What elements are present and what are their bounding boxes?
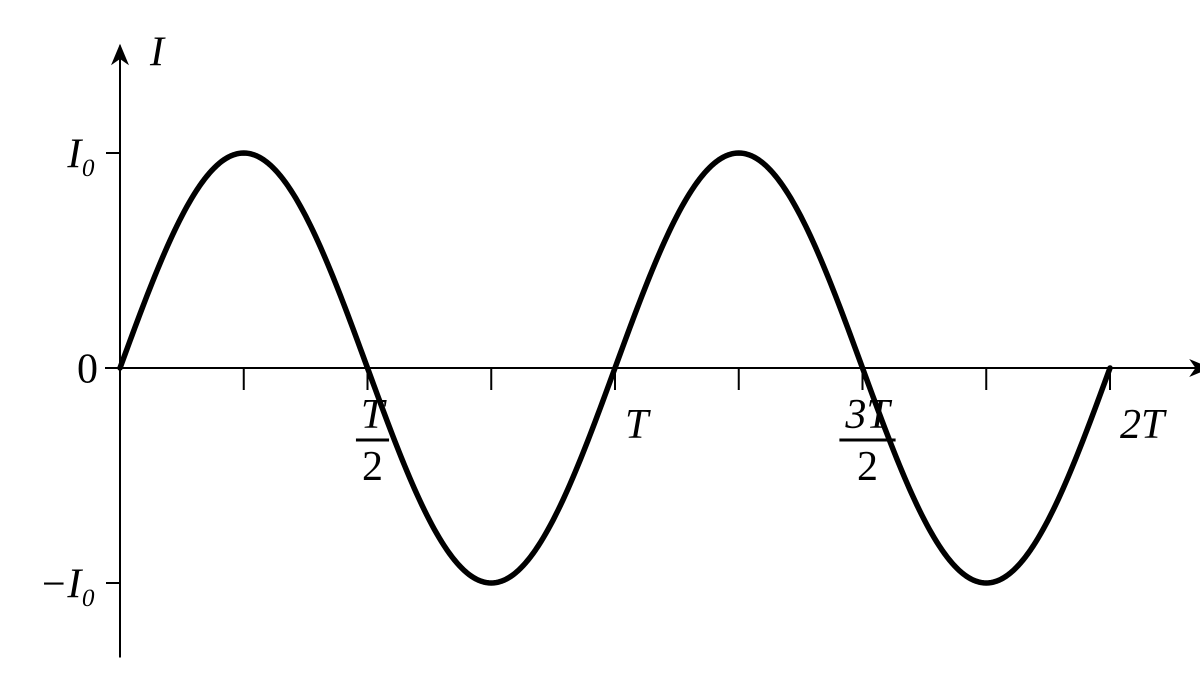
x-tick-label: 2T xyxy=(1120,402,1167,448)
svg-text:T: T xyxy=(625,402,651,448)
x-tick-label: T xyxy=(625,402,651,448)
chart-svg: T2T3T22TI₀−I₀0It xyxy=(0,0,1200,697)
y-axis-label: I xyxy=(149,30,166,76)
y-tick-label: I₀ xyxy=(66,132,96,178)
origin-label: 0 xyxy=(77,347,98,393)
sine-current-chart: T2T3T22TI₀−I₀0It xyxy=(0,0,1200,697)
svg-text:2T: 2T xyxy=(1120,402,1167,448)
svg-text:2: 2 xyxy=(362,444,383,490)
svg-text:2: 2 xyxy=(857,444,878,490)
y-tick-label: −I₀ xyxy=(39,562,96,608)
